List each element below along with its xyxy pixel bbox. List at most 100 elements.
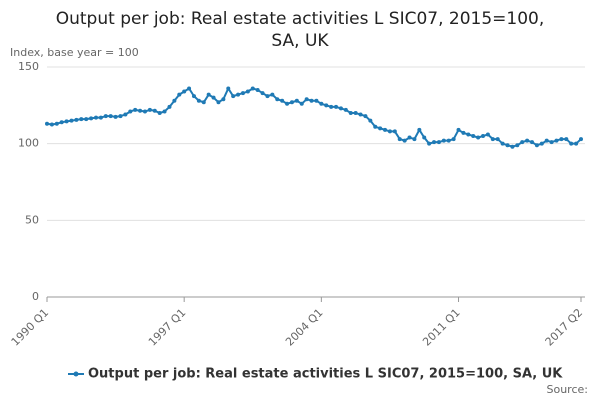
point xyxy=(495,137,500,142)
point xyxy=(64,119,69,124)
point xyxy=(422,135,427,140)
point xyxy=(319,101,324,106)
point xyxy=(152,108,157,113)
point xyxy=(383,127,388,132)
point xyxy=(79,117,84,122)
point xyxy=(456,127,461,132)
x-tick-label: 1997 Q1 xyxy=(146,306,189,349)
point xyxy=(378,126,383,131)
point xyxy=(309,98,314,103)
point xyxy=(182,89,187,94)
point xyxy=(113,114,118,119)
point xyxy=(515,143,520,148)
point xyxy=(329,104,334,109)
point xyxy=(485,132,490,137)
point xyxy=(304,97,309,102)
point xyxy=(211,95,216,100)
point xyxy=(436,140,441,145)
point xyxy=(74,117,79,122)
point xyxy=(432,140,437,145)
y-tick-label: 0 xyxy=(32,290,39,303)
point xyxy=(525,138,530,143)
source: Source: xyxy=(547,383,589,396)
point xyxy=(559,137,564,142)
point xyxy=(196,98,201,103)
point xyxy=(500,141,505,146)
point xyxy=(530,140,535,145)
point xyxy=(240,91,245,96)
point xyxy=(191,94,196,99)
point xyxy=(564,137,569,142)
point xyxy=(108,114,113,119)
point xyxy=(466,132,471,137)
point xyxy=(245,89,250,94)
point xyxy=(206,92,211,97)
point xyxy=(461,130,466,135)
point xyxy=(226,86,231,91)
point xyxy=(294,98,299,103)
x-tick-label: 2017 Q2 xyxy=(543,306,586,349)
point xyxy=(554,138,559,143)
point xyxy=(368,118,373,123)
series-line xyxy=(46,86,582,148)
point xyxy=(539,141,544,146)
point xyxy=(89,116,94,121)
legend-marker xyxy=(73,371,79,377)
point xyxy=(98,115,103,120)
point xyxy=(451,137,456,142)
point xyxy=(476,135,481,140)
point xyxy=(250,86,255,91)
point xyxy=(358,112,363,117)
y-tick-label: 150 xyxy=(18,60,39,73)
point xyxy=(172,98,177,103)
chart-title: Output per job: Real estate activities L… xyxy=(55,9,545,51)
point xyxy=(201,100,206,105)
point xyxy=(147,107,152,112)
point xyxy=(387,129,392,134)
point xyxy=(334,104,339,109)
point xyxy=(412,137,417,142)
y-tick-label: 100 xyxy=(18,137,39,150)
x-tick-label: 1990 Q1 xyxy=(9,306,52,349)
point xyxy=(231,94,236,99)
point xyxy=(157,111,162,115)
point xyxy=(363,114,368,119)
point xyxy=(103,114,108,119)
point xyxy=(520,140,525,145)
point xyxy=(255,88,260,92)
point xyxy=(265,94,270,99)
point xyxy=(574,141,579,146)
point xyxy=(314,98,319,103)
point xyxy=(118,114,123,119)
x-tick-label: 2011 Q1 xyxy=(420,306,463,349)
point xyxy=(236,92,241,97)
point xyxy=(221,97,226,102)
point xyxy=(216,100,221,105)
point xyxy=(505,143,510,148)
x-tick-label: 2004 Q1 xyxy=(283,306,326,349)
point xyxy=(187,86,192,91)
point xyxy=(338,106,343,111)
point xyxy=(54,121,59,126)
point xyxy=(59,120,64,125)
y-tick-label: 50 xyxy=(25,213,39,226)
point xyxy=(275,97,280,102)
point xyxy=(397,137,402,142)
point xyxy=(471,134,476,138)
point xyxy=(441,138,446,143)
point xyxy=(84,117,89,122)
point xyxy=(289,100,294,105)
point xyxy=(417,127,422,132)
point xyxy=(270,92,275,97)
point xyxy=(544,138,549,143)
point xyxy=(69,118,74,123)
point xyxy=(481,134,486,138)
point xyxy=(138,108,143,113)
point xyxy=(534,143,539,148)
point xyxy=(579,137,583,142)
point xyxy=(45,121,49,126)
point xyxy=(343,107,348,112)
point xyxy=(128,109,133,114)
point xyxy=(167,104,172,109)
